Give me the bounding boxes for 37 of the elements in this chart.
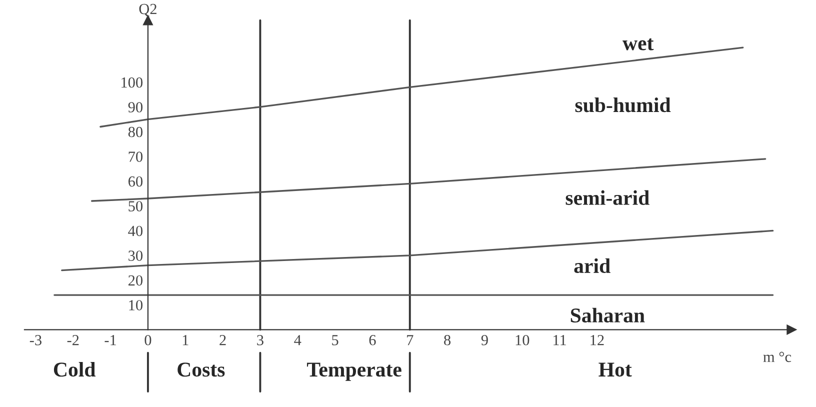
y-tick-label: 10 (129, 300, 143, 310)
x-tick-label: 8 (444, 334, 451, 346)
x-tick-label: 0 (144, 334, 152, 346)
text: Cold (54, 362, 96, 377)
x-tick-label: 9 (481, 335, 488, 346)
annotation: semi-arid (566, 190, 650, 205)
y-tick-label: 70 (128, 152, 143, 162)
annotation: Saharan (570, 308, 645, 323)
x-tick-label: -3 (30, 335, 42, 346)
y-axis-title: Q2 (139, 4, 156, 16)
x-tick-label: -2 (67, 335, 79, 346)
x-tick-label: 4 (294, 335, 302, 346)
x-tick-label: 5 (332, 335, 338, 346)
x-tick-label: 6 (369, 335, 376, 346)
y-tick-label: 30 (128, 250, 143, 261)
text: Costs (178, 362, 225, 377)
x-tick-label: 10 (516, 334, 530, 346)
annotation: arid (574, 258, 610, 274)
y-tick-label: 90 (128, 102, 143, 112)
annotation: sub-humid (575, 98, 671, 112)
x-tick-label: 1 (182, 335, 188, 346)
x-tick-label: 12 (590, 335, 604, 346)
annotation: wet (622, 38, 654, 50)
x-tick-label: -1 (104, 335, 116, 346)
y-tick-label: 60 (128, 176, 143, 187)
y-tick-label: 100 (122, 77, 143, 88)
x-axis-title: m °c (763, 352, 792, 362)
y-tick-label: 50 (128, 201, 143, 212)
x-tick-label: 7 (407, 335, 414, 346)
text: Temperate (306, 362, 402, 381)
y-tick-label: 20 (128, 275, 143, 286)
y-tick-label: 80 (128, 126, 143, 138)
y-tick-label: 40 (128, 226, 143, 236)
text: Hot (598, 362, 632, 377)
x-tick-label: 11 (554, 335, 566, 346)
x-tick-label: 2 (220, 335, 226, 346)
x-tick-label: 3 (257, 335, 264, 346)
